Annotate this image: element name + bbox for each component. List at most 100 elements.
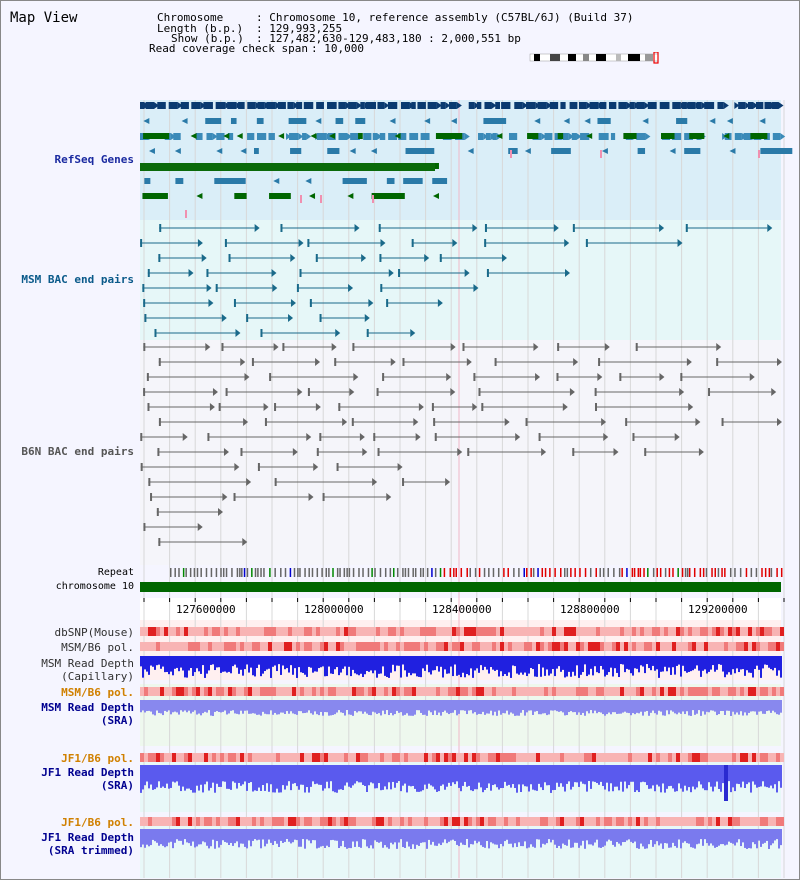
msm-sra-depth-bar — [736, 700, 738, 713]
jf1-pol-heat-cell — [752, 753, 756, 762]
jf1-trim-depth-bar — [624, 829, 626, 843]
refseq-gene — [684, 148, 701, 154]
msm-sra-depth-bar — [466, 700, 468, 715]
jf1-trim-depth-bar — [678, 829, 680, 840]
track-label-b6n-bac[interactable]: B6N BAC end pairs — [21, 445, 134, 458]
dbsnp-heat-cell — [736, 627, 740, 636]
jf1-sra-depth-bar — [580, 765, 582, 782]
jf1-sra-depth-bar — [308, 765, 310, 793]
refseq-gene — [384, 102, 390, 109]
track-label-jf1-pol-2[interactable]: JF1/B6 pol. — [61, 816, 134, 829]
refseq-gene — [157, 102, 166, 109]
dbsnp-heat-cell — [412, 627, 416, 636]
jf1-pol-heat-cell — [164, 753, 168, 762]
msm-pol-heat-cell — [232, 687, 236, 696]
track-label-msm-pol-1[interactable]: MSM/B6 pol. — [61, 641, 134, 654]
dbsnp-heat-cell — [516, 627, 520, 636]
jf1-trim-depth-bar — [254, 829, 256, 840]
msm-cap-depth-bar — [172, 656, 174, 676]
jf1-trim-depth-bar — [166, 829, 168, 847]
msm-pol-heat-cell — [308, 642, 312, 651]
track-label-chromosome[interactable]: chromosome 10 — [55, 581, 134, 592]
dbsnp-heat-cell — [496, 627, 500, 636]
msm-sra-depth-bar — [442, 700, 444, 713]
msm-pol-heat-cell — [216, 687, 220, 696]
jf1-trim-depth-bar — [606, 829, 608, 842]
track-label-msm-depth-cap[interactable]: MSM Read Depth — [41, 657, 134, 670]
jf1-trim-depth-bar — [334, 829, 336, 841]
b6n-bac-pair — [376, 388, 379, 396]
jf1-pol-heat-cell — [428, 817, 432, 826]
repeat-element — [466, 568, 468, 577]
msm-pol-heat-cell — [296, 687, 300, 696]
track-label-repeat[interactable]: Repeat — [97, 567, 134, 578]
refseq-gene — [745, 102, 751, 109]
repeat-element — [688, 568, 691, 577]
msm-cap-depth-bar — [380, 656, 382, 674]
track-label-msm-bac[interactable]: MSM BAC end pairs — [21, 273, 134, 286]
jf1-trim-depth-bar — [398, 829, 400, 843]
msm-bac-pair — [361, 254, 367, 262]
msm-sra-depth-bar — [684, 700, 686, 715]
msm-pol-heat-cell — [576, 642, 580, 651]
chromosome-ideogram[interactable] — [528, 52, 662, 64]
jf1-trim-depth-bar — [140, 829, 142, 848]
msm-cap-depth-bar — [694, 656, 696, 669]
b6n-bac-pair — [445, 478, 451, 486]
msm-pol-heat-cell — [144, 687, 148, 696]
jf1-trim-depth-bar — [510, 829, 512, 844]
msm-pol-heat-cell — [168, 642, 172, 651]
jf1-pol-heat-cell — [668, 753, 672, 762]
repeat-element — [389, 568, 392, 577]
jf1-pol-heat-cell — [456, 753, 460, 762]
track-label-dbsnp[interactable]: dbSNP(Mouse) — [54, 626, 134, 639]
jf1-trim-depth-bar — [718, 829, 720, 846]
jf1-trim-depth-bar — [256, 829, 258, 841]
jf1-pol-heat-cell — [524, 817, 528, 826]
track-label-jf1-depth-trim-sub: (SRA trimmed) — [47, 844, 134, 857]
jf1-sra-depth-bar — [316, 765, 318, 784]
msm-cap-depth-bar — [302, 656, 304, 673]
track-label-refseq[interactable]: RefSeq Genes — [54, 153, 134, 166]
jf1-pol-heat-cell — [304, 817, 308, 826]
jf1-trim-depth-bar — [428, 829, 430, 840]
jf1-sra-depth-bar — [648, 765, 650, 789]
dbsnp-heat-cell — [688, 627, 692, 636]
refseq-gene — [589, 102, 599, 109]
b6n-bac-pair — [264, 418, 267, 426]
track-label-jf1-depth-sra[interactable]: JF1 Read Depth — [41, 766, 134, 779]
msm-sra-depth-bar — [250, 700, 252, 714]
jf1-sra-depth-bar — [318, 765, 320, 785]
dbsnp-heat-cell — [360, 627, 364, 636]
jf1-sra-depth-bar — [762, 765, 764, 782]
repeat-element — [239, 568, 241, 577]
jf1-pol-heat-cell — [440, 753, 444, 762]
b6n-bac-pair — [635, 343, 638, 351]
jf1-pol-heat-cell — [776, 753, 780, 762]
msm-cap-depth-bar — [748, 656, 750, 673]
msm-sra-depth-bar — [654, 700, 656, 714]
track-label-jf1-pol-1[interactable]: JF1/B6 pol. — [61, 752, 134, 765]
jf1-pol-heat-cell — [772, 753, 776, 762]
jf1-pol-heat-cell — [628, 817, 632, 826]
msm-sra-depth-bar — [366, 700, 368, 714]
jf1-trim-depth-bar — [444, 829, 446, 840]
b6n-bac-pair — [481, 403, 484, 411]
msm-cap-depth-bar — [248, 656, 250, 673]
b6n-bac-pair — [386, 493, 392, 501]
track-label-jf1-depth-trim[interactable]: JF1 Read Depth — [41, 831, 134, 844]
track-label-msm-depth-sra[interactable]: MSM Read Depth — [41, 701, 134, 714]
msm-cap-depth-bar — [612, 656, 614, 677]
msm-sra-depth-bar — [196, 700, 198, 715]
length-label: Length (b.p.) — [157, 22, 244, 35]
refseq-gene — [227, 102, 237, 109]
msm-pol-heat-cell — [468, 687, 472, 696]
refseq-gene-tick — [600, 150, 602, 158]
dbsnp-heat-cell — [692, 627, 696, 636]
jf1-sra-depth-bar — [188, 765, 190, 789]
msm-sra-depth-bar — [256, 700, 258, 715]
msm-bac-pair — [564, 269, 570, 277]
refseq-gene — [145, 102, 155, 109]
track-label-msm-pol-2[interactable]: MSM/B6 pol. — [61, 686, 134, 699]
